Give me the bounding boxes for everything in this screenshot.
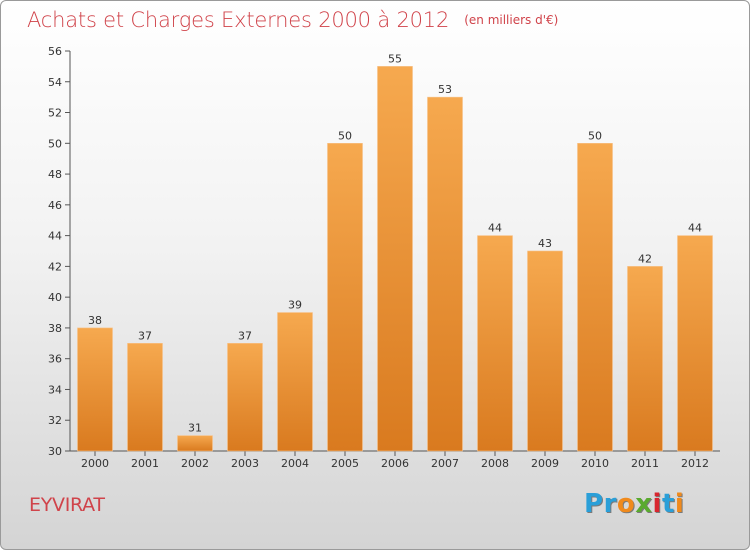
y-tick-label: 54 [48,76,62,89]
bar [277,312,313,452]
title-unit: (en milliers d'€) [464,13,559,27]
x-tick-label: 2009 [531,457,559,470]
data-label: 31 [188,422,202,435]
x-tick-label: 2006 [381,457,409,470]
logo-letter: t [661,489,675,519]
y-tick-label: 38 [48,322,62,335]
x-tick-label: 2007 [431,457,459,470]
data-label: 38 [88,314,102,327]
data-label: 44 [688,222,702,235]
y-tick-label: 46 [48,199,62,212]
y-tick-label: 36 [48,353,62,366]
data-label: 50 [338,129,352,142]
bar [577,143,613,452]
y-tick-label: 52 [48,107,62,120]
x-tick-label: 2003 [231,457,259,470]
x-tick-label: 2005 [331,457,359,470]
y-tick-label: 56 [48,45,62,58]
bar [177,435,213,452]
data-label: 37 [138,329,152,342]
bar [227,343,263,452]
logo-letter: P [584,489,604,519]
x-tick-label: 2010 [581,457,609,470]
data-label: 39 [288,299,302,312]
y-tick-label: 42 [48,260,62,273]
proxiti-logo: Proxiti [584,489,684,519]
x-tick-label: 2004 [281,457,309,470]
title-main: Achats et Charges Externes 2000 à 2012 [27,8,450,32]
city-name: EYVIRAT [29,494,105,516]
chart-title: Achats et Charges Externes 2000 à 2012 (… [27,8,558,32]
bar [627,266,663,452]
data-label: 53 [438,83,452,96]
bar [77,327,113,452]
y-tick-label: 40 [48,291,62,304]
bar [527,250,563,452]
bar [327,143,363,452]
x-tick-label: 2002 [181,457,209,470]
logo-letter: i [652,489,662,519]
logo-letter: i [674,489,685,519]
bar [477,235,513,452]
logo-letter: x [635,489,653,519]
x-tick-label: 2008 [481,457,509,470]
bar [127,343,163,452]
bar [377,66,413,452]
data-label: 43 [538,237,552,250]
data-label: 44 [488,222,502,235]
data-label: 37 [238,329,252,342]
x-tick-label: 2000 [81,457,109,470]
logo-letter: r [603,489,617,519]
x-tick-label: 2001 [131,457,159,470]
data-label: 55 [388,52,402,65]
y-tick-label: 32 [48,414,62,427]
bar [427,96,463,452]
y-tick-label: 34 [48,383,62,396]
y-tick-label: 50 [48,137,62,150]
logo-letter: o [616,489,636,519]
x-tick-label: 2012 [681,457,709,470]
bar [677,235,713,452]
x-tick-label: 2011 [631,457,659,470]
data-label: 42 [638,252,652,265]
y-tick-label: 44 [48,230,62,243]
y-tick-label: 30 [48,445,62,458]
y-tick-label: 48 [48,168,62,181]
data-label: 50 [588,129,602,142]
